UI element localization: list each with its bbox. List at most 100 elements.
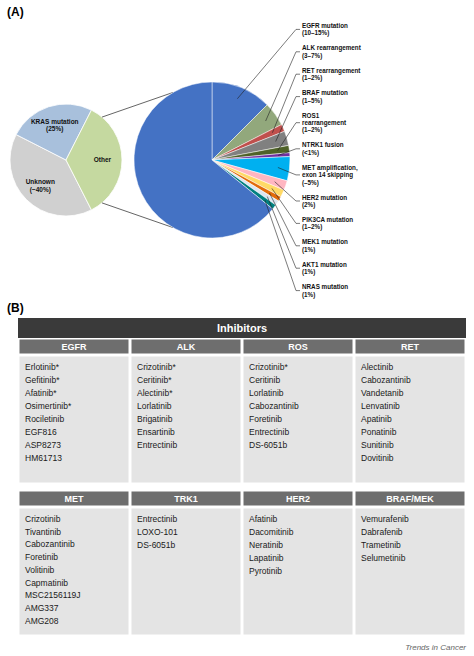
drug-name: Pyrotinib <box>249 566 282 576</box>
column-header: TRK1 <box>174 494 198 504</box>
drug-name: MSC2156119J <box>25 590 81 600</box>
drug-name: Apatinib <box>361 414 392 424</box>
header-cell <box>132 492 241 506</box>
drug-name: Dabrafenib <box>361 527 403 537</box>
pie-slice <box>66 110 122 210</box>
column-header: MET <box>65 494 85 504</box>
leader-line <box>272 74 300 133</box>
drug-name: Capmatinib <box>25 578 68 588</box>
column-header: ALK <box>177 342 196 352</box>
slice-label: EGFR mutation(10–15%) <box>302 22 348 37</box>
drug-name: Selumetinib <box>361 553 406 563</box>
slice-label: NRAS mutation(1%) <box>302 283 348 298</box>
table-title-bar <box>18 318 466 338</box>
slice-label: KRAS mutation(25%) <box>31 118 79 134</box>
drug-name: Erlotinib* <box>25 362 60 372</box>
column-header: EGFR <box>61 342 87 352</box>
drug-name: Entrectinib <box>137 440 177 450</box>
drug-name: Alectinib* <box>137 388 173 398</box>
drug-name: Lapatinib <box>249 553 284 563</box>
drug-name: Alectinib <box>361 362 393 372</box>
leader-line <box>269 193 300 246</box>
drug-name: Lenvatinib <box>361 401 400 411</box>
drug-name: Rociletinib <box>25 414 64 424</box>
leader-line <box>278 149 300 156</box>
drug-name: Osimertinib* <box>25 401 72 411</box>
figure: (A) Unknown(~40%) KRAS mutation(25%) Other E… <box>0 0 474 656</box>
slice-label: Other <box>94 156 112 163</box>
content-cell <box>20 357 129 483</box>
header-cell <box>356 340 465 354</box>
drug-name: Cabozantinib <box>249 401 299 411</box>
header-cell <box>356 492 465 506</box>
column-header: BRAF/MEK <box>386 494 434 504</box>
panel-label: (A) <box>7 5 24 19</box>
leader-line <box>266 52 300 121</box>
leader-line <box>267 197 300 269</box>
leader-line <box>278 123 300 151</box>
drug-name: Ensartinib <box>137 427 175 437</box>
leader-line <box>265 200 300 291</box>
drug-name: EGF816 <box>25 427 57 437</box>
drug-name: Crizotinib <box>25 514 61 524</box>
pie-slice <box>134 82 273 238</box>
content-cell <box>244 357 353 483</box>
content-cell <box>356 357 465 483</box>
drug-name: Tivantinib <box>25 527 61 537</box>
drug-name: Ceritinib <box>249 375 280 385</box>
drug-name: Lorlatinib <box>249 388 284 398</box>
drug-name: Lorlatinib <box>137 401 172 411</box>
drug-name: Cabozantinib <box>361 375 411 385</box>
panel-label: (B) <box>7 301 24 315</box>
slice-label: ROS1rearrangement(1–2%) <box>302 112 347 135</box>
drug-name: Afatinib* <box>25 388 57 398</box>
drug-name: ASP8273 <box>25 440 61 450</box>
column-header: ROS <box>288 342 308 352</box>
drug-name: Dovitinib <box>361 453 394 463</box>
drug-name: Ceritinib* <box>137 375 172 385</box>
drug-name: Neratinib <box>249 540 283 550</box>
drug-name: LOXO-101 <box>137 527 178 537</box>
drug-name: AMG208 <box>25 616 59 626</box>
slice-label: ALK rearrangement(3–7%) <box>302 44 362 59</box>
content-cell <box>132 357 241 483</box>
left-pie <box>10 104 122 216</box>
drug-name: Afatinib <box>249 514 278 524</box>
header-cell <box>20 340 129 354</box>
slice-label: MET amplification,exon 14 skipping(–5%) <box>302 164 358 187</box>
drug-name: HM61713 <box>25 453 62 463</box>
leader-line <box>278 167 300 174</box>
drug-name: Entrectinib <box>137 514 177 524</box>
drug-name: Brigatinib <box>137 414 173 424</box>
header-cell <box>244 340 353 354</box>
drug-name: Vemurafenib <box>361 514 409 524</box>
slice-label: PIK3CA mutation(1–2%) <box>302 216 353 231</box>
drug-name: DS-6051b <box>249 440 288 450</box>
right-pie-labels: EGFR mutation(10–15%) ALK rearrangement(3… <box>237 22 361 299</box>
drug-name: DS-6051b <box>137 540 176 550</box>
table-title: Inhibitors <box>217 322 267 334</box>
drug-name: Cabozantinib <box>25 539 75 549</box>
drug-name: Sunitinib <box>361 440 394 450</box>
content-cell <box>20 509 129 635</box>
drug-name: AMG337 <box>25 603 59 613</box>
content-cell <box>356 509 465 635</box>
drug-name: Trametinib <box>361 540 401 550</box>
header-cell <box>244 492 353 506</box>
drug-name: Crizotinib* <box>249 362 288 372</box>
slice-label: NTRK1 fusion(<1%) <box>302 141 344 156</box>
drug-name: Entrectinib <box>249 427 289 437</box>
slice-label: Unknown(~40%) <box>26 178 55 194</box>
column-header: RET <box>401 342 420 352</box>
drug-name: Foretinib <box>25 552 58 562</box>
drug-name: Vandetanib <box>361 388 404 398</box>
drug-name: Foretinib <box>249 414 282 424</box>
slice-label: AKT1 mutation(1%) <box>302 261 347 276</box>
slice-label: HER2 mutation(2%) <box>302 194 347 209</box>
slice-label: RET rearrangement(1–2%) <box>302 67 361 82</box>
drug-name: Dacomitinib <box>249 527 294 537</box>
table: InhibitorsEGFRErlotinib*Gefitinib*Afatin… <box>18 318 466 635</box>
slice-label: MEK1 mutation(1%) <box>302 238 348 253</box>
drug-name: Volitinib <box>25 565 55 575</box>
watermark: Trends in Cancer <box>405 643 466 652</box>
